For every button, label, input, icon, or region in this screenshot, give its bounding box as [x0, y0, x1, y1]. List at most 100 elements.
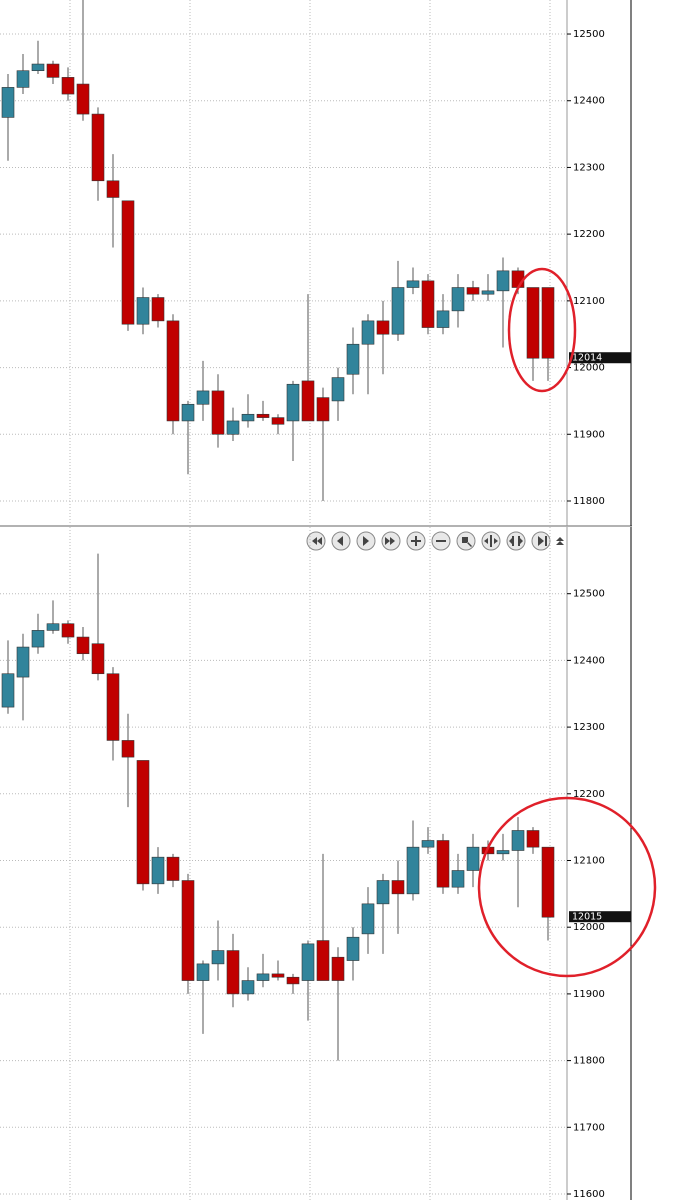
y-tick-label: 11800 [573, 1056, 605, 1067]
candle-body [286, 976, 300, 985]
candle-body [61, 623, 75, 638]
candle-body [121, 740, 135, 758]
candle-body [406, 280, 420, 288]
candle-body [436, 840, 450, 888]
candle-body [166, 320, 180, 422]
candle-body [466, 846, 480, 871]
scroll-start[interactable] [306, 531, 326, 551]
candle-body [226, 420, 240, 435]
candle-body [376, 320, 390, 335]
y-tick-label: 11900 [573, 989, 605, 1000]
y-tick-label: 11800 [573, 496, 605, 507]
candle-body [46, 623, 60, 631]
candle-body [166, 856, 180, 881]
expand-bars[interactable] [481, 531, 501, 551]
candlestick-pane: 11800 11900 12000 12100 12200 12300 12400 12500… [0, 0, 631, 525]
y-tick-label: 11900 [573, 429, 605, 440]
candle-body [466, 287, 480, 295]
last-price-label: 12015 [572, 912, 602, 923]
candle-body [31, 630, 45, 648]
candle-body [106, 180, 120, 198]
y-tick-label: 12400 [573, 96, 605, 107]
candle-body [541, 287, 555, 359]
candle-body [76, 83, 90, 115]
annotation-ellipse [507, 267, 577, 393]
candle-body [346, 343, 360, 375]
candle-body [1, 87, 15, 118]
candle-body [211, 390, 225, 435]
candle-body [256, 413, 270, 418]
candle-body [496, 850, 510, 855]
candle-body [271, 417, 285, 425]
chart-toolbar [306, 531, 564, 551]
candle-body [301, 943, 315, 981]
compress-bars[interactable] [506, 531, 526, 551]
candle-body [61, 77, 75, 95]
candle-body [391, 287, 405, 335]
candle-body [151, 856, 165, 885]
candle-body [526, 830, 540, 848]
last-price-marker [569, 352, 631, 364]
candle-body [16, 646, 30, 678]
candle-body [511, 830, 525, 851]
y-tick-label: 12100 [573, 296, 605, 307]
candle-body [436, 310, 450, 328]
candle-body [361, 320, 375, 345]
y-tick-label: 11600 [573, 1189, 605, 1200]
scroll-end[interactable] [381, 531, 401, 551]
y-tick-label: 12000 [573, 922, 605, 933]
candle-body [541, 846, 555, 918]
candle-body [271, 973, 285, 978]
candle-body [16, 70, 30, 88]
y-tick-label: 12200 [573, 229, 605, 240]
go-to-last[interactable] [531, 531, 551, 551]
candle-body [256, 973, 270, 981]
candle-body [76, 636, 90, 655]
candle-body [481, 290, 495, 295]
candle-body [241, 413, 255, 422]
candle-body [391, 880, 405, 895]
candle-body [376, 880, 390, 905]
candlestick-pane: 11600 11700 11800 11900 12000 12100 12200 12300… [0, 527, 657, 1200]
candle-body [46, 63, 60, 78]
zoom-area[interactable] [456, 531, 476, 551]
scroll-left[interactable] [331, 531, 351, 551]
y-tick-label: 12100 [573, 855, 605, 866]
candle-body [316, 940, 330, 981]
candle-body [106, 673, 120, 741]
candle-body [301, 380, 315, 422]
candle-body [1, 673, 15, 708]
y-tick-label: 12300 [573, 162, 605, 173]
scroll-right[interactable] [356, 531, 376, 551]
y-tick-label: 12500 [573, 29, 605, 40]
candle-body [91, 643, 105, 675]
y-tick-label: 12200 [573, 789, 605, 800]
y-tick-label: 12000 [573, 363, 605, 374]
candle-body [226, 950, 240, 995]
candle-body [421, 840, 435, 848]
candle-body [31, 63, 45, 72]
y-tick-label: 12400 [573, 655, 605, 666]
collapse-toolbar[interactable] [556, 537, 564, 545]
y-tick-label: 11700 [573, 1122, 605, 1133]
candle-body [211, 950, 225, 965]
candle-body [361, 903, 375, 935]
candle-body [346, 936, 360, 961]
zoom-in[interactable] [406, 531, 426, 551]
candle-body [406, 846, 420, 895]
zoom-out[interactable] [431, 531, 451, 551]
candle-body [196, 963, 210, 981]
candle-body [451, 287, 465, 312]
candle-body [331, 377, 345, 402]
candle-body [316, 397, 330, 422]
candle-body [136, 297, 150, 325]
candle-body [526, 287, 540, 359]
y-tick-label: 12300 [573, 722, 605, 733]
annotation-ellipse [477, 796, 657, 978]
candle-body [181, 880, 195, 981]
candle-body [121, 200, 135, 325]
candle-body [136, 760, 150, 885]
candle-body [286, 383, 300, 422]
last-price-marker [569, 911, 631, 923]
